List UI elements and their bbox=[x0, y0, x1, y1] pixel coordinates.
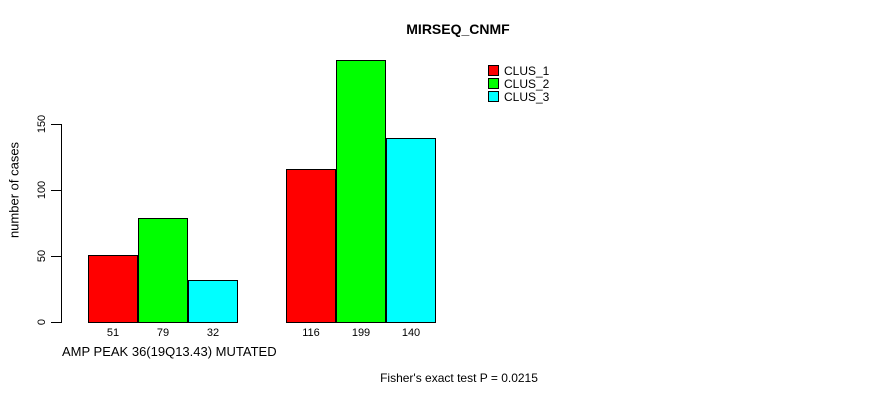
bar-value-label: 79 bbox=[156, 327, 170, 339]
y-axis-line bbox=[61, 124, 62, 323]
bar-value-label: 199 bbox=[351, 327, 371, 339]
bar-value-label: 140 bbox=[401, 327, 421, 339]
y-axis-tick-label: 100 bbox=[36, 180, 48, 200]
fisher-test-note: Fisher's exact test P = 0.0215 bbox=[380, 371, 538, 385]
y-axis-tick-label: 0 bbox=[36, 318, 48, 326]
bar-clus_2-group2 bbox=[336, 60, 386, 323]
legend-swatch-icon bbox=[488, 78, 499, 89]
y-axis-tick bbox=[51, 190, 61, 191]
bar-clus_3-group1 bbox=[188, 280, 238, 323]
bar-value-label: 116 bbox=[302, 327, 320, 339]
bar-clus_3-group2 bbox=[386, 138, 436, 323]
y-axis-tick-label: 150 bbox=[36, 114, 48, 134]
bar-clus_1-group1 bbox=[88, 255, 138, 323]
bar-value-label: 32 bbox=[206, 327, 220, 339]
bar-clus_2-group1 bbox=[138, 218, 188, 323]
legend-swatch-icon bbox=[488, 65, 499, 76]
y-axis-tick bbox=[51, 256, 61, 257]
legend-label: CLUS_1 bbox=[504, 64, 550, 78]
y-axis-tick-label: 50 bbox=[36, 249, 48, 263]
y-axis-tick bbox=[51, 124, 61, 125]
bar-value-label: 51 bbox=[106, 327, 120, 339]
legend-label: CLUS_3 bbox=[504, 90, 550, 104]
y-axis-tick bbox=[51, 322, 61, 323]
legend-swatch-icon bbox=[488, 91, 499, 102]
x-axis-label: AMP PEAK 36(19Q13.43) MUTATED bbox=[62, 344, 277, 359]
legend-label: CLUS_2 bbox=[504, 77, 550, 91]
bar-clus_1-group2 bbox=[286, 169, 336, 323]
y-axis-label: number of cases bbox=[6, 141, 22, 239]
chart-title: MIRSEQ_CNMF bbox=[406, 21, 510, 37]
